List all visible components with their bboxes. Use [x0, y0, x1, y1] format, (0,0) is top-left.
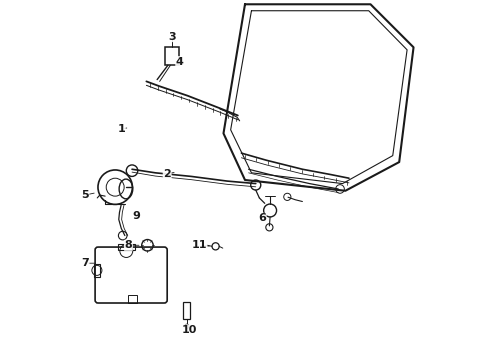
Text: 2: 2	[163, 168, 171, 179]
Bar	[128, 296, 137, 303]
Bar	[166, 47, 179, 65]
Text: 4: 4	[176, 57, 184, 67]
Text: 11: 11	[192, 240, 207, 250]
Text: 8: 8	[124, 240, 132, 250]
Bar	[183, 302, 191, 319]
Text: 6: 6	[258, 213, 266, 223]
Text: 10: 10	[182, 325, 197, 335]
Bar	[118, 244, 135, 250]
Text: 7: 7	[81, 258, 89, 268]
Bar	[94, 264, 100, 277]
Text: 3: 3	[169, 32, 176, 41]
Bar	[95, 242, 168, 301]
Text: 9: 9	[132, 211, 140, 221]
Text: 1: 1	[118, 124, 125, 134]
Text: 5: 5	[81, 190, 89, 200]
